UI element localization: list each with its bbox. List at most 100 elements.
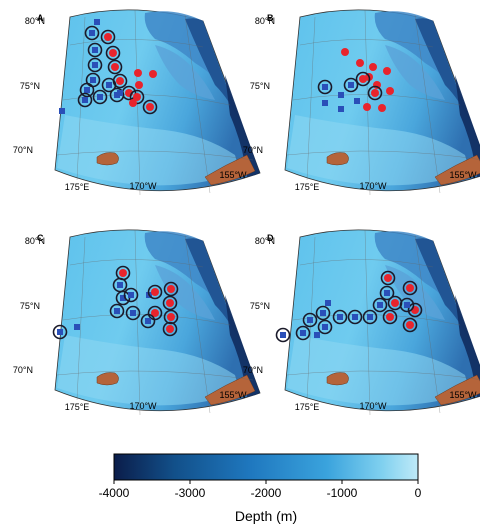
colorbar-tick-label: -4000 [99, 486, 130, 500]
lat-label-70n: 70°N [13, 365, 33, 375]
colorbar-gradient [113, 453, 419, 481]
station-circle-marker [151, 309, 159, 317]
station-square-marker [325, 300, 331, 306]
colorbar-tick-label: -1000 [327, 486, 358, 500]
station-ring [163, 309, 179, 325]
lon-label-155w: 155°W [449, 170, 477, 180]
station-square-marker [117, 282, 123, 288]
station-circle-marker [386, 87, 394, 95]
station-circle-marker [166, 325, 174, 333]
lat-label-70n: 70°N [243, 145, 263, 155]
station-circle-marker [363, 103, 371, 111]
station-square-marker [352, 314, 358, 320]
station-ring [347, 309, 363, 325]
map-panel-b: B80°N 75°N 70°N 175°E 170°W 155°W [243, 9, 480, 196]
station-ring [402, 280, 418, 296]
station-square-marker [128, 292, 134, 298]
station-circle-marker [166, 299, 174, 307]
station-ring [295, 325, 311, 341]
lat-label-75n: 75°N [20, 301, 40, 311]
lon-label-170w: 170°W [129, 181, 157, 191]
station-circle-marker [111, 63, 119, 71]
station-ring [317, 319, 333, 335]
station-circle-marker [133, 93, 141, 101]
station-ring [343, 77, 359, 93]
station-square-marker [120, 295, 126, 301]
lat-label-75n: 75°N [20, 81, 40, 91]
bathymetry-map [54, 229, 261, 416]
station-square-marker [322, 84, 328, 90]
station-square-marker [117, 90, 123, 96]
panel-letter: D [267, 233, 274, 243]
station-square-marker [84, 87, 90, 93]
station-square-marker [94, 19, 100, 25]
station-circle-marker [371, 89, 379, 97]
station-ring [105, 45, 121, 61]
colorbar-tick-label: -2000 [251, 486, 282, 500]
station-circle-marker [386, 313, 394, 321]
station-circle-marker [129, 99, 137, 107]
station-ring [162, 295, 178, 311]
station-square-marker [74, 324, 80, 330]
station-circle-marker [369, 63, 377, 71]
lon-label-175e: 175°E [295, 182, 320, 192]
panel-letter: B [267, 13, 274, 23]
station-ring [77, 92, 93, 108]
station-square-marker [384, 290, 390, 296]
station-ring [84, 25, 100, 41]
lat-label-70n: 70°N [243, 365, 263, 375]
station-square-marker [130, 310, 136, 316]
station-ring [163, 281, 179, 297]
station-ring [87, 57, 103, 73]
station-ring [162, 321, 178, 337]
station-square-marker [92, 47, 98, 53]
station-ring [79, 82, 95, 98]
station-circle-marker [378, 104, 386, 112]
station-ring [302, 312, 318, 328]
panel-letter: A [37, 13, 44, 23]
lon-label-175e: 175°E [295, 402, 320, 412]
station-ring [379, 285, 395, 301]
station-circle-marker [134, 69, 142, 77]
panel-letter: C [37, 233, 44, 243]
station-square-marker [404, 302, 410, 308]
station-circle-marker [359, 75, 367, 83]
bathymetry-map [284, 229, 480, 416]
station-circle-marker [383, 67, 391, 75]
station-ring [355, 71, 371, 87]
station-square-marker [114, 308, 120, 314]
station-circle-marker [119, 269, 127, 277]
lon-label-155w: 155°W [219, 390, 247, 400]
lat-label-80n: 80°N [25, 16, 45, 26]
station-ring [140, 313, 156, 329]
station-circle-marker [116, 77, 124, 85]
station-square-marker [82, 97, 88, 103]
map-panel-c: C80°N 75°N 70°N 175°E 170°W 155°W [13, 229, 261, 416]
station-circle-marker [391, 299, 399, 307]
lat-label-80n: 80°N [255, 16, 275, 26]
lon-label-175e: 175°E [65, 402, 90, 412]
station-ring [372, 297, 388, 313]
station-ring [87, 42, 103, 58]
station-square-marker [320, 310, 326, 316]
station-ring [399, 297, 415, 313]
station-square-marker [348, 82, 354, 88]
station-circle-marker [356, 59, 364, 67]
colorbar-tick-label: 0 [415, 486, 422, 500]
station-ring [109, 303, 125, 319]
station-square-marker [322, 100, 328, 106]
lon-label-155w: 155°W [449, 390, 477, 400]
station-ring [92, 89, 108, 105]
station-ring [380, 270, 396, 286]
station-circle-marker [104, 33, 112, 41]
station-square-marker [145, 318, 151, 324]
lon-label-155w: 155°W [219, 170, 247, 180]
station-square-marker [90, 77, 96, 83]
station-square-marker [307, 317, 313, 323]
map-panel-a: A80°N 75°N 70°N 175°E 170°W 155°W [13, 9, 261, 196]
station-circle-marker [167, 285, 175, 293]
station-circle-marker [151, 288, 159, 296]
station-circle-marker [406, 321, 414, 329]
station-square-marker [377, 302, 383, 308]
